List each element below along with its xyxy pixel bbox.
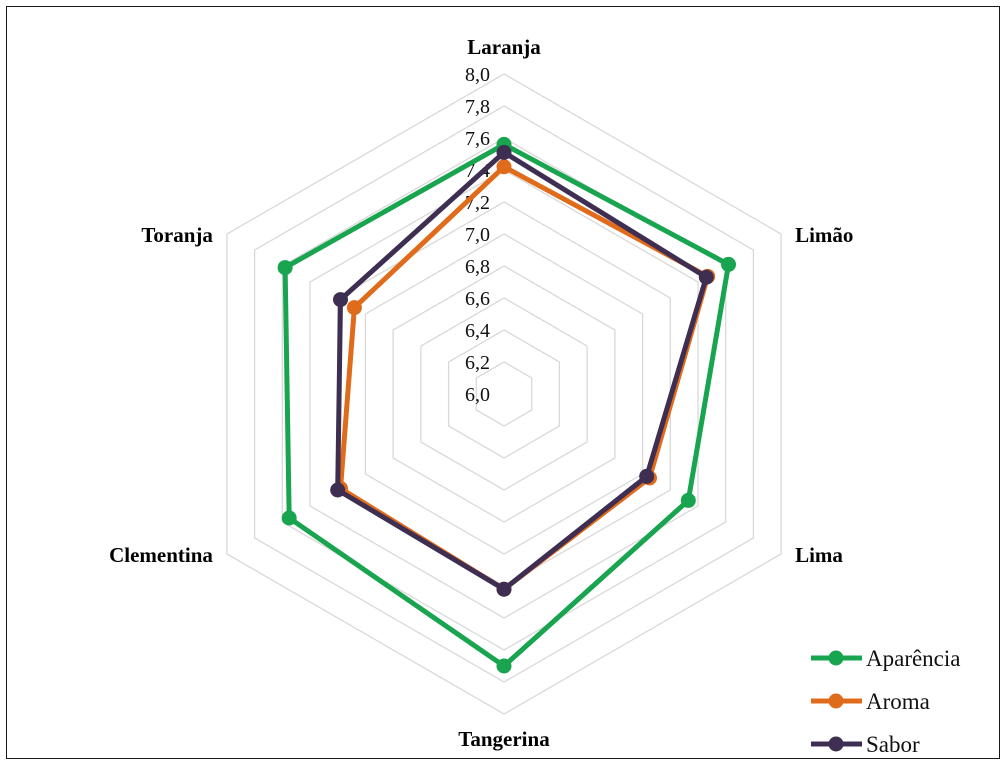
tick-label: 6,4 — [465, 320, 490, 342]
chart-frame: 6,0 6,2 6,4 6,6 6,8 7,0 7,2 7,4 7,6 7,8 8,0 Laranj… — [6, 6, 1000, 759]
series-layer — [277, 136, 736, 674]
grid-ring — [226, 73, 782, 715]
data-point — [330, 482, 346, 498]
data-point — [698, 269, 714, 285]
category-label: Toranja — [141, 223, 213, 247]
data-point — [281, 510, 297, 526]
data-point — [721, 256, 736, 272]
legend-marker — [828, 693, 844, 709]
legend-marker — [828, 650, 844, 666]
grid-ring — [309, 169, 699, 619]
category-label: Lima — [795, 543, 843, 567]
tick-label: 6,6 — [465, 288, 490, 310]
data-point — [277, 260, 293, 276]
tick-label: 6,2 — [465, 352, 490, 374]
data-point — [496, 658, 512, 674]
data-point — [333, 292, 348, 308]
category-labels: Laranja Limão Lima Tangerina Clementina Toran… — [109, 35, 853, 751]
legend-marker — [828, 736, 844, 752]
legend-label: Aparência — [866, 646, 961, 671]
grid-ring — [364, 233, 644, 555]
category-label: Limão — [795, 223, 853, 247]
grid-ring — [475, 361, 533, 427]
category-label: Laranja — [467, 35, 541, 59]
grid-ring — [420, 297, 588, 491]
tick-label: 8,0 — [465, 64, 490, 86]
radial-axis-ticks: 6,06,26,46,66,87,07,27,47,67,88,0 — [465, 64, 490, 406]
category-label: Tangerina — [458, 727, 550, 751]
tick-label: 7,0 — [465, 224, 490, 246]
radar-chart: 6,06,26,46,66,87,07,27,47,67,88,0 Laranj… — [109, 35, 961, 757]
grid-ring — [253, 105, 755, 683]
legend-label: Sabor — [866, 732, 920, 757]
category-label: Clementina — [109, 543, 213, 567]
tick-label: 7,6 — [465, 128, 490, 150]
data-point — [496, 581, 512, 597]
grid-ring — [447, 329, 561, 459]
tick-label: 6,0 — [465, 384, 490, 406]
data-point — [639, 468, 655, 484]
legend: Aparência Aroma Sabor — [811, 646, 961, 757]
tick-label: 6,8 — [465, 256, 490, 278]
tick-label: 7,8 — [465, 96, 490, 118]
data-point — [496, 144, 512, 160]
data-point — [496, 159, 512, 175]
data-point — [346, 300, 362, 316]
legend-label: Aroma — [866, 689, 930, 714]
data-point — [680, 492, 696, 508]
grid-ring — [392, 265, 616, 523]
